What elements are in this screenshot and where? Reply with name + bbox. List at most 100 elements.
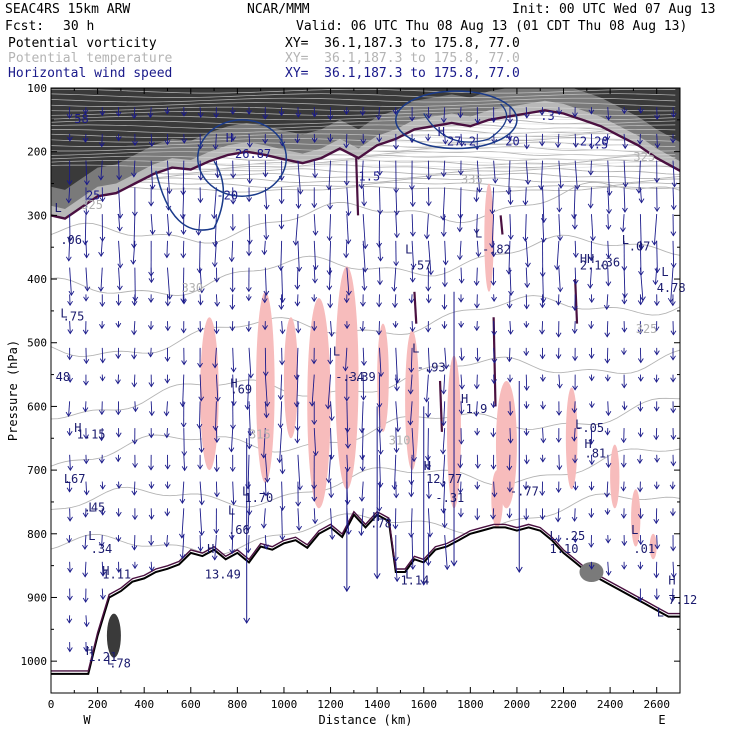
wind-vector-head <box>277 265 284 272</box>
wind-vector-head <box>459 356 465 362</box>
wind-vector <box>524 187 527 205</box>
wind-vector-head <box>490 403 497 409</box>
x-tick-label: 800 <box>227 698 247 711</box>
wind-vector-head <box>228 257 235 263</box>
wind-vector-head <box>571 516 578 522</box>
wind-vector-head <box>523 323 530 329</box>
wind-vector-head <box>66 113 73 119</box>
wind-vector-head <box>622 144 629 150</box>
wind-vector <box>476 240 479 257</box>
wind-vector-head <box>588 439 595 445</box>
wind-vector-head <box>654 457 660 463</box>
wind-vector-head <box>99 376 106 382</box>
theta-contour-line <box>51 115 676 121</box>
wind-vector-head <box>654 300 660 307</box>
wind-vector <box>542 401 544 409</box>
wind-vector <box>69 321 71 334</box>
wind-vector <box>150 561 153 571</box>
wind-vector <box>360 508 364 536</box>
field-xy-wind: XY= 36.1,187.3 to 175.8, 77.0 <box>285 66 520 81</box>
wind-vector <box>639 214 642 250</box>
wind-vector <box>361 160 364 189</box>
wind-vector-head <box>637 358 644 364</box>
wind-vector-head <box>278 304 285 310</box>
wind-vector-head <box>345 443 351 449</box>
wind-vector-head <box>574 184 581 190</box>
wind-vector <box>590 160 592 175</box>
wind-vector <box>427 481 430 499</box>
wind-vector-head <box>506 513 513 519</box>
wind-vector-head <box>67 567 73 573</box>
wind-vector-head <box>344 323 350 330</box>
wind-vector-head <box>279 329 286 335</box>
wind-vector-head <box>245 296 252 302</box>
wind-vector-head <box>312 519 318 525</box>
wind-vector-head <box>572 279 579 285</box>
wind-vector <box>134 401 136 412</box>
pv-label: L <box>550 529 557 543</box>
pv-label: 1.70 <box>244 491 273 505</box>
wind-vector <box>297 240 300 272</box>
wind-vector-head <box>131 545 138 551</box>
wind-vector-head <box>669 484 676 490</box>
wind-vector <box>68 187 71 203</box>
wind-vector <box>362 214 366 249</box>
wind-vector-head <box>620 227 626 233</box>
wind-vector <box>379 187 381 214</box>
wind-vector <box>118 240 121 268</box>
wind-vector-head <box>312 173 318 179</box>
wind-vector-head <box>312 451 319 457</box>
wind-vector-head <box>164 484 171 490</box>
wind-vector-head <box>394 576 401 583</box>
wind-vector <box>215 160 219 178</box>
wind-vector-head <box>345 211 352 217</box>
wind-vector <box>330 321 333 337</box>
wind-vector <box>444 535 448 570</box>
wind-vector-head <box>654 594 660 601</box>
x-tick-label: 1200 <box>317 698 344 711</box>
wind-vector <box>542 214 545 243</box>
wind-vector-head <box>376 170 383 176</box>
x-tick-label: 2000 <box>504 698 531 711</box>
wind-vector <box>296 294 299 306</box>
axes: 100 200 300 400 500 600 700 800 900 1000 0 200 400 60… <box>6 82 681 727</box>
wind-vector <box>653 214 658 245</box>
wind-vector-head <box>311 112 318 118</box>
wind-vector-head <box>359 496 365 502</box>
wind-vector <box>101 347 104 363</box>
wind-vector-head <box>98 286 104 292</box>
wind-speed-contour <box>155 160 225 231</box>
pv-label: H <box>207 542 214 556</box>
wind-vector <box>118 160 120 180</box>
wind-vector-head <box>197 112 204 119</box>
wind-vector <box>232 481 235 505</box>
negative-pv-region <box>631 489 641 547</box>
pv-label: L <box>88 501 95 515</box>
wind-vector-head <box>620 513 627 519</box>
wind-vector <box>654 267 658 285</box>
wind-vectors <box>65 107 678 653</box>
wind-vector <box>509 187 512 205</box>
wind-vector <box>443 401 446 426</box>
wind-vector <box>346 187 350 216</box>
wind-vector-head <box>246 251 252 257</box>
wind-vector-head <box>211 262 218 268</box>
wind-vector <box>444 240 447 265</box>
wind-vector <box>476 214 478 234</box>
wind-vector-head <box>279 141 286 147</box>
wind-vector-head <box>279 505 286 512</box>
wind-vector <box>623 187 626 213</box>
wind-vector-head <box>420 579 428 586</box>
wind-vector-head <box>395 427 401 433</box>
wind-vector-head <box>358 531 365 537</box>
wind-vector-head <box>197 144 204 150</box>
wind-vector-head <box>164 326 171 332</box>
wind-vector-head <box>604 358 611 364</box>
wind-vector <box>442 428 446 454</box>
y-tick-label: 600 <box>27 400 47 413</box>
wind-vector <box>410 374 413 394</box>
wind-vector <box>656 133 658 148</box>
wind-vector-head <box>99 301 106 308</box>
wind-vector <box>330 401 333 421</box>
negative-pv-region <box>256 291 275 483</box>
